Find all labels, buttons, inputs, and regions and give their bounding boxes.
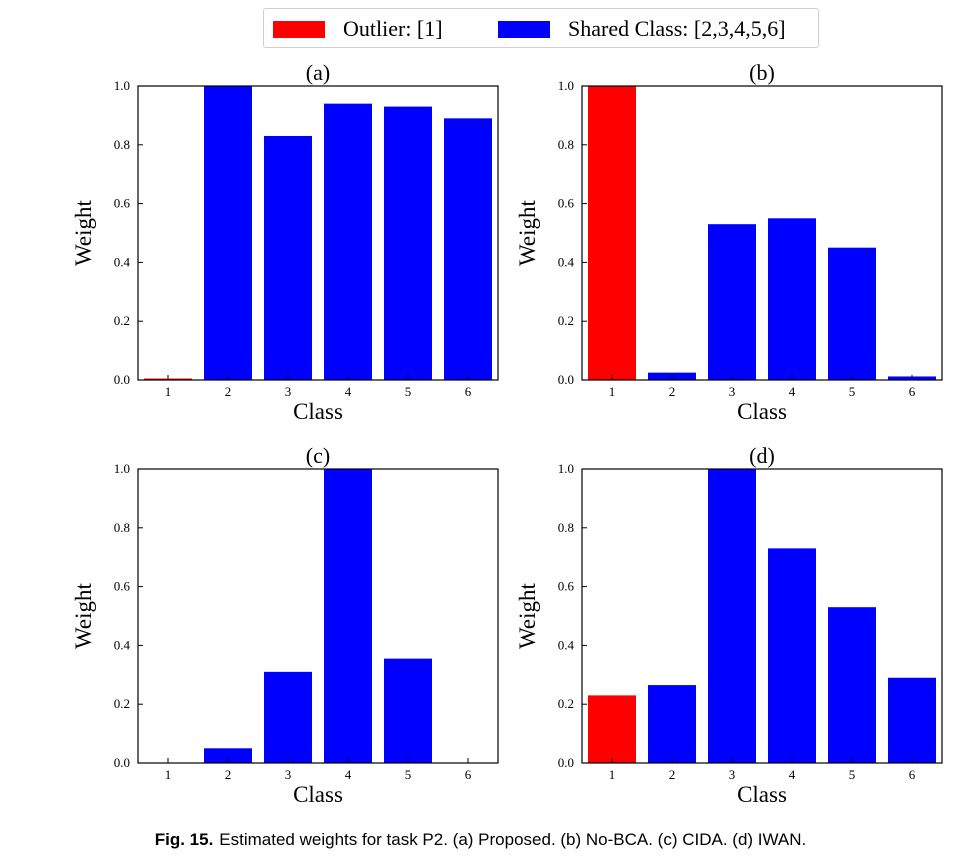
x-tick-label: 6: [465, 384, 472, 399]
x-tick-label: 4: [789, 767, 796, 782]
bar-class-3: [264, 135, 312, 380]
x-tick-label: 1: [165, 384, 172, 399]
x-tick-label: 3: [729, 384, 736, 399]
caption-label: Fig. 15.: [154, 830, 214, 849]
bar-class-2: [648, 685, 696, 763]
y-tick-label: 0.2: [558, 696, 574, 711]
y-tick-label: 0.6: [558, 579, 575, 594]
y-tick-label: 0.6: [114, 579, 131, 594]
bar-class-5: [828, 607, 876, 763]
x-tick-label: 2: [669, 767, 676, 782]
y-tick-label: 0.2: [114, 313, 130, 328]
bar-class-2: [204, 748, 252, 763]
bar-class-3: [708, 469, 756, 763]
legend-label-outlier: Outlier: [1]: [343, 16, 443, 41]
y-tick-label: 0.2: [114, 696, 130, 711]
legend: Outlier: [1] Shared Class: [2,3,4,5,6]: [263, 8, 819, 48]
bar-class-4: [768, 218, 816, 380]
legend-swatch-shared: [498, 20, 550, 38]
plot-frame: [581, 85, 943, 381]
bar-class-1: [588, 695, 636, 763]
x-tick-label: 1: [609, 384, 616, 399]
y-tick-label: 0.4: [114, 637, 131, 652]
x-axis-label: Class: [737, 782, 787, 807]
panel-title: (d): [749, 443, 775, 468]
x-tick-label: 4: [789, 384, 796, 399]
y-tick-label: 0.6: [558, 196, 575, 211]
y-tick-label: 0.0: [558, 755, 574, 770]
y-tick-label: 0.8: [558, 137, 574, 152]
x-tick-label: 3: [729, 767, 736, 782]
x-tick-label: 5: [405, 384, 412, 399]
y-tick-label: 0.6: [114, 196, 131, 211]
bar-class-4: [324, 469, 372, 763]
y-axis-label: Weight: [71, 199, 96, 265]
y-tick-label: 0.0: [114, 755, 130, 770]
y-tick-label: 0.8: [114, 520, 130, 535]
y-tick-label: 0.8: [558, 520, 574, 535]
legend-item-outlier: Outlier: [1]: [273, 16, 443, 41]
caption-text: Estimated weights for task P2. (a) Propo…: [219, 830, 807, 849]
x-tick-label: 2: [225, 767, 232, 782]
legend-swatch-outlier: [273, 20, 325, 38]
plot-frame: [137, 468, 499, 764]
y-tick-label: 1.0: [114, 78, 130, 93]
y-tick-label: 0.0: [558, 372, 574, 387]
x-tick-label: 3: [285, 767, 292, 782]
x-tick-label: 2: [669, 384, 676, 399]
y-tick-label: 1.0: [114, 461, 130, 476]
y-axis-label: Weight: [515, 199, 540, 265]
chart-panel-2: 0.0 0.2 0.4 0.6 0.8 1.0 1 2 3 4 5 6 (b) Class Weight: [515, 60, 943, 424]
panel-title: (c): [306, 443, 330, 468]
x-tick-label: 4: [345, 767, 352, 782]
x-tick-label: 5: [849, 384, 856, 399]
y-tick-label: 1.0: [558, 78, 574, 93]
plot-frame: [581, 468, 943, 764]
y-axis-label: Weight: [515, 582, 540, 648]
x-tick-label: 6: [465, 767, 472, 782]
legend-item-shared: Shared Class: [2,3,4,5,6]: [498, 16, 786, 41]
y-tick-label: 0.8: [114, 137, 130, 152]
figure-caption: Fig. 15. Estimated weights for task P2. (…: [0, 830, 961, 850]
bar-class-3: [708, 224, 756, 380]
x-tick-label: 1: [165, 767, 172, 782]
x-axis-label: Class: [737, 399, 787, 424]
y-tick-label: 0.4: [558, 637, 575, 652]
x-tick-label: 2: [225, 384, 232, 399]
bar-class-5: [828, 247, 876, 380]
legend-label-shared: Shared Class: [2,3,4,5,6]: [568, 16, 786, 41]
x-tick-label: 5: [405, 767, 412, 782]
x-tick-label: 1: [609, 767, 616, 782]
x-tick-label: 5: [849, 767, 856, 782]
x-tick-label: 6: [909, 767, 916, 782]
chart-panel-1: 0.0 0.2 0.4 0.6 0.8 1.0 1 2 3 4 5 6 (a) Class Weight: [71, 60, 499, 424]
plot-frame: [137, 85, 499, 381]
bar-class-6: [444, 118, 492, 380]
panel-title: (a): [306, 60, 330, 85]
x-axis-label: Class: [293, 399, 343, 424]
y-tick-label: 0.0: [114, 372, 130, 387]
bar-class-4: [768, 548, 816, 763]
chart-panel-3: 0.0 0.2 0.4 0.6 0.8 1.0 1 2 3 4 5 6 (c) Class Weight: [71, 443, 499, 807]
x-tick-label: 4: [345, 384, 352, 399]
bar-class-4: [324, 103, 372, 380]
x-tick-label: 3: [285, 384, 292, 399]
chart-panel-4: 0.0 0.2 0.4 0.6 0.8 1.0 1 2 3 4 5 6 (d) Class Weight: [515, 443, 943, 807]
bar-class-1: [588, 86, 636, 380]
y-tick-label: 0.2: [558, 313, 574, 328]
bar-class-6: [888, 677, 936, 763]
panel-title: (b): [749, 60, 775, 85]
x-tick-label: 6: [909, 384, 916, 399]
y-axis-label: Weight: [71, 582, 96, 648]
y-tick-label: 1.0: [558, 461, 574, 476]
y-tick-label: 0.4: [114, 254, 131, 269]
bar-class-3: [264, 671, 312, 763]
bar-class-5: [384, 106, 432, 380]
bar-class-5: [384, 658, 432, 763]
bar-class-2: [204, 86, 252, 380]
x-axis-label: Class: [293, 782, 343, 807]
y-tick-label: 0.4: [558, 254, 575, 269]
